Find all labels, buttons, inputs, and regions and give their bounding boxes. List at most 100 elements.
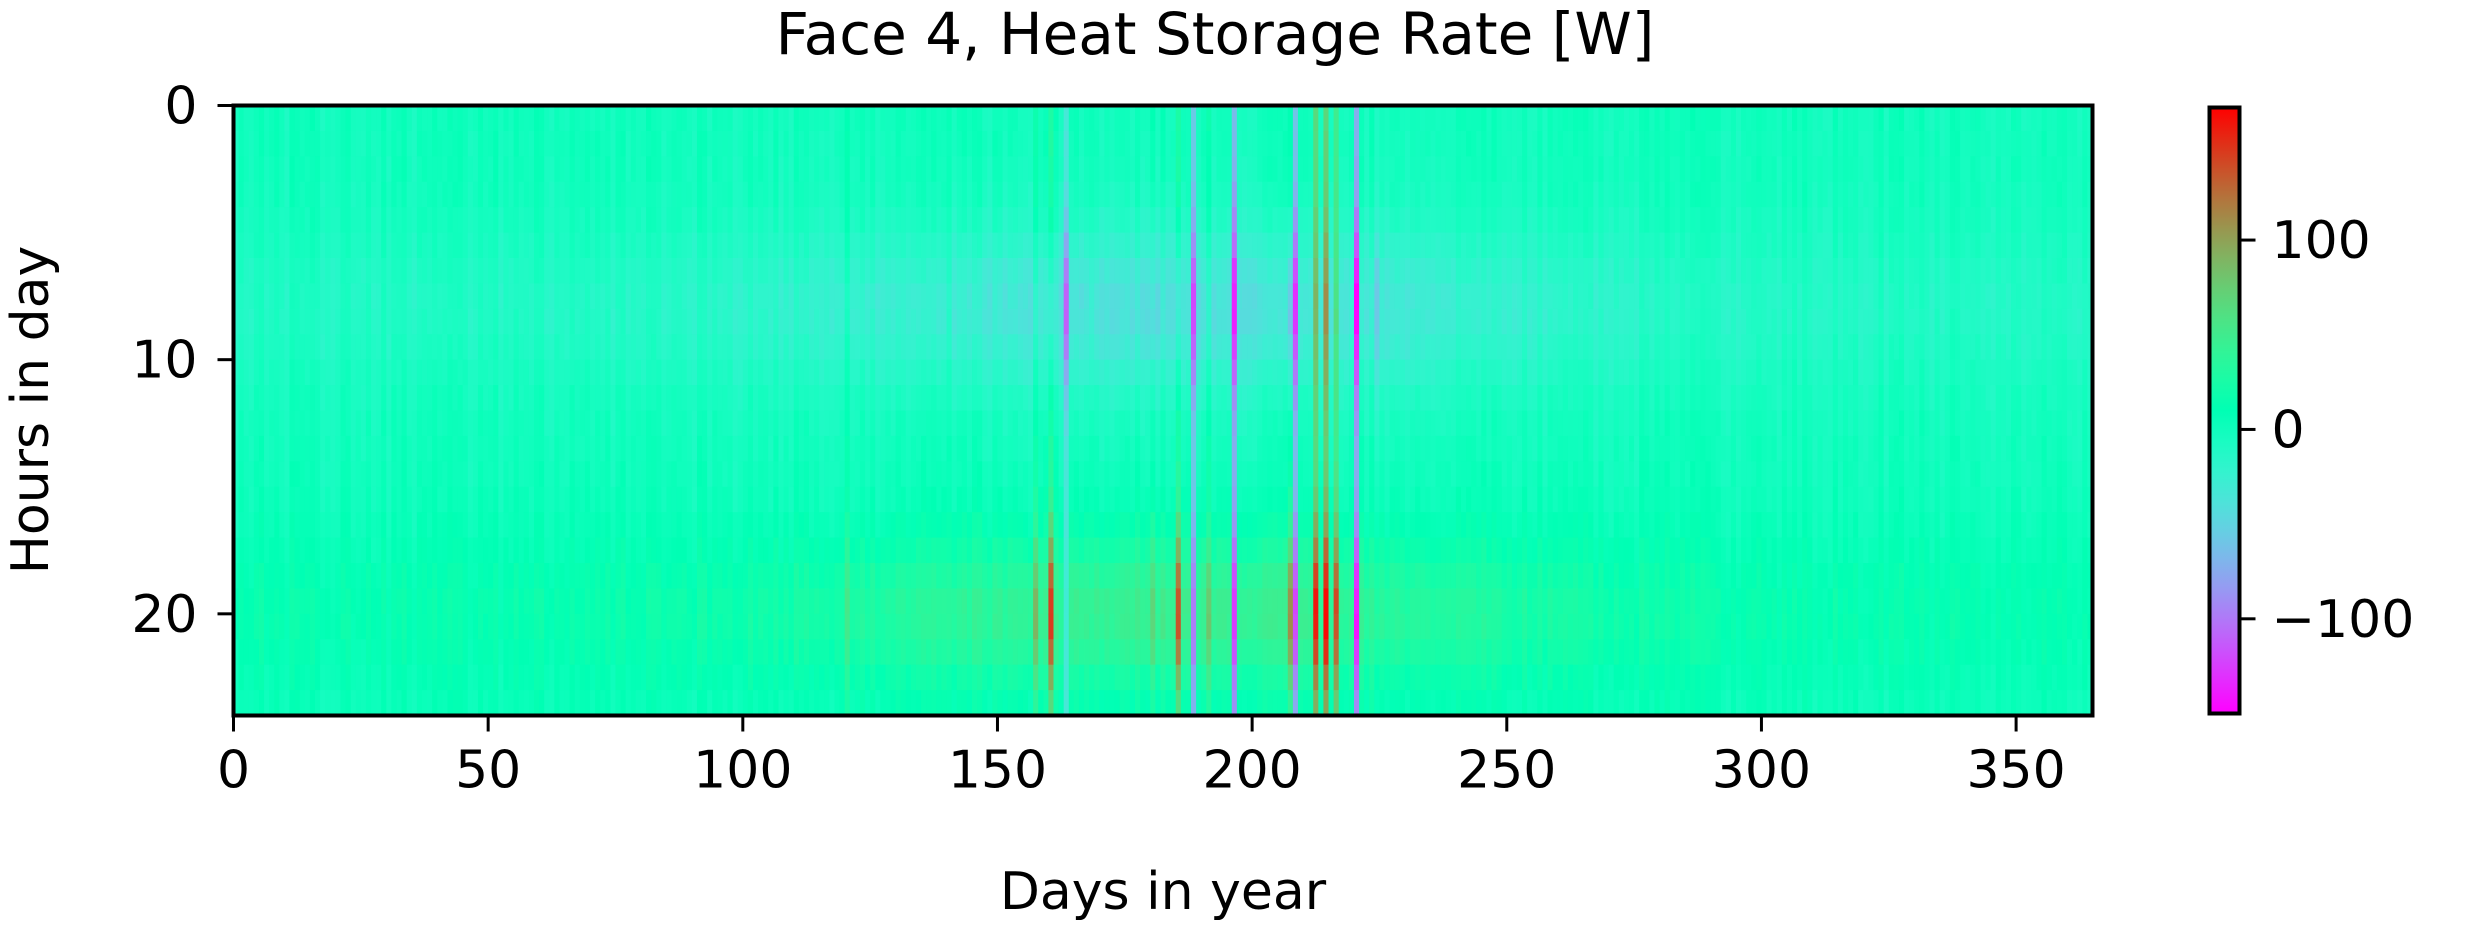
heatmap-cell [1073,664,1080,691]
heatmap-cell [345,512,352,539]
heatmap-cell [320,435,326,462]
heatmap-cell [758,385,764,412]
heatmap-cell [564,181,571,208]
heatmap-cell [314,664,321,691]
heatmap-cell [839,664,846,691]
heatmap-cell [569,207,576,234]
heatmap-cell [875,156,881,183]
heatmap-cell [1053,512,1060,539]
heatmap-cell [595,207,601,234]
heatmap-cell [977,461,983,488]
heatmap-cell [656,385,662,412]
heatmap-cell [1247,105,1253,132]
heatmap-cell [1099,385,1106,412]
heatmap-cell [931,308,937,335]
heatmap-cell [915,308,922,335]
heatmap-cell [406,613,413,640]
heatmap-cell [605,181,611,208]
heatmap-cell [686,435,693,462]
heatmap-cell [1221,105,1228,132]
heatmap-cell [355,588,362,615]
heatmap-cell [890,435,897,462]
heatmap-cell [279,486,286,513]
heatmap-cell [977,690,983,717]
heatmap-cell [895,512,902,539]
heatmap-cell [1175,563,1182,590]
heatmap-cell [406,105,413,132]
heatmap-cell [814,359,820,386]
heatmap-cell [574,537,581,564]
heatmap-cell [1073,486,1080,513]
heatmap-cell [1231,359,1238,386]
heatmap-cell [411,334,418,361]
heatmap-cell [798,588,805,615]
heatmap-cell [483,283,489,310]
heatmap-cell [640,537,647,564]
heatmap-cell [325,207,331,234]
heatmap-cell [1201,232,1207,259]
heatmap-cell [1241,181,1248,208]
heatmap-cell [1257,232,1263,259]
heatmap-cell [1084,130,1090,157]
heatmap-cell [279,207,286,234]
heatmap-cell [921,258,927,285]
heatmap-cell [1028,385,1034,412]
heatmap-cell [539,207,545,234]
heatmap-cell [819,563,825,590]
heatmap-cell [788,690,795,717]
heatmap-cell [1226,308,1233,335]
heatmap-cell [931,512,937,539]
heatmap-cells [233,105,2094,717]
heatmap-cell [360,258,367,285]
heatmap-cell [376,232,382,259]
heatmap-cell [233,283,240,310]
heatmap-cell [865,181,871,208]
heatmap-cell [696,537,703,564]
heatmap-cell [1241,410,1248,437]
heatmap-cell [1170,664,1177,691]
heatmap-cell [391,181,398,208]
heatmap-cell [391,308,398,335]
heatmap-cell [880,563,887,590]
heatmap-cell [386,156,392,183]
heatmap-cell [472,385,479,412]
heatmap-cell [320,613,326,640]
heatmap-cell [396,563,403,590]
heatmap-cell [1211,410,1218,437]
heatmap-cell [590,639,596,666]
heatmap-cell [793,486,800,513]
heatmap-cell [1247,435,1253,462]
heatmap-cell [625,156,632,183]
heatmap-cell [1241,588,1248,615]
heatmap-cell [926,486,932,513]
heatmap-cell [554,258,561,285]
heatmap-cell [651,207,657,234]
heatmap-cell [1012,588,1019,615]
heatmap-cell [630,461,637,488]
heatmap-cell [961,588,968,615]
heatmap-cell [1053,690,1060,717]
heatmap-cell [1211,359,1218,386]
heatmap-cell [870,410,876,437]
heatmap-cell [885,435,892,462]
heatmap-cell [1287,410,1294,437]
heatmap-cell [803,512,810,539]
heatmap-cell [793,181,800,208]
heatmap-cell [437,461,443,488]
heatmap-cell [238,486,245,513]
heatmap-cell [1170,537,1177,564]
heatmap-cell [579,512,586,539]
heatmap-cell [462,232,469,259]
heatmap-cell [1068,512,1075,539]
heatmap-cell [783,512,790,539]
heatmap-cell [834,410,841,437]
heatmap-cell [763,639,769,666]
heatmap-cell [1053,359,1060,386]
heatmap-cell [819,181,825,208]
heatmap-cell [1058,486,1065,513]
heatmap-cell [1068,435,1075,462]
heatmap-cell [569,334,576,361]
heatmap-cell [707,613,713,640]
heatmap-cell [376,130,382,157]
heatmap-cell [365,385,372,412]
